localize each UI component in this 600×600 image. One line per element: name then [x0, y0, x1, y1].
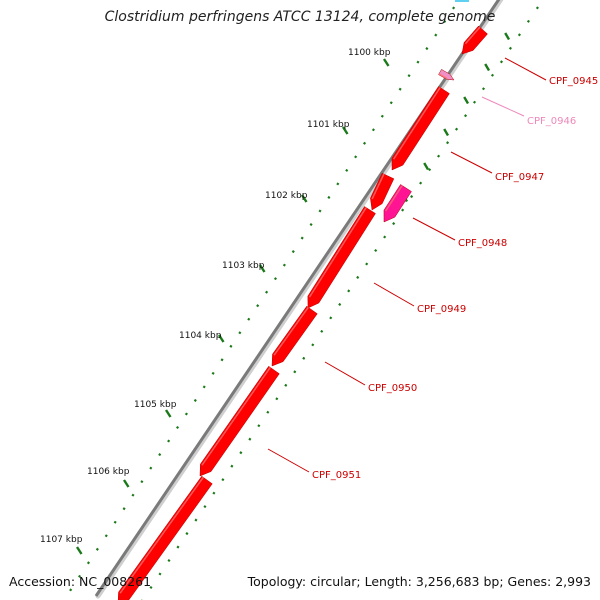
- gene-label: CPF_0946: [527, 116, 576, 127]
- gene-fragment: [455, 0, 469, 2]
- genome-summary-text: Topology: circular; Length: 3,256,683 bp…: [247, 574, 591, 589]
- gene-callout-line: [267, 448, 310, 473]
- tick-label: 1100 kbp: [348, 48, 391, 58]
- tick-mark: [217, 334, 225, 343]
- tick-mark: [341, 126, 349, 135]
- gene-callout-line: [504, 57, 547, 81]
- gene-arrow-body: [370, 172, 395, 211]
- gene-label: CPF_0949: [417, 304, 466, 315]
- gene-arrow-highlight: [308, 207, 367, 298]
- gene-arrow: [391, 86, 450, 171]
- gene-arrow-highlight: [438, 73, 448, 80]
- outer-tick-mark: [423, 162, 430, 171]
- gene-label: CPF_0945: [549, 76, 598, 87]
- tick-mark: [164, 409, 172, 418]
- tick-mark: [75, 546, 83, 555]
- gene-arrow-body: [199, 365, 280, 477]
- gene-callout-line: [324, 361, 366, 386]
- gene-arrow: [199, 365, 280, 477]
- gene-arrow: [438, 69, 455, 81]
- tick-label: 1104 kbp: [179, 331, 222, 341]
- gene-callout-line: [412, 217, 456, 241]
- gene-arrow: [307, 206, 376, 309]
- gene-arrow-highlight: [273, 306, 309, 356]
- gene-arrow-body: [391, 86, 450, 171]
- gene-arrow: [117, 475, 213, 600]
- gene-arrow-body: [117, 475, 213, 600]
- tick-label: 1107 kbp: [40, 535, 83, 545]
- gene-arrow: [383, 184, 412, 223]
- tick-mark: [122, 479, 130, 488]
- gene-arrow-body: [461, 25, 488, 55]
- outer-tick-mark: [504, 32, 511, 41]
- tick-mark: [258, 264, 266, 273]
- tick-label: 1106 kbp: [87, 467, 130, 477]
- gene-callout-line: [481, 96, 525, 117]
- gene-label: CPF_0948: [458, 238, 507, 249]
- tick-mark: [382, 58, 390, 67]
- gene-arrow-highlight: [393, 87, 441, 160]
- gene-arrow-body: [383, 184, 412, 223]
- gene-callout-line: [373, 282, 415, 307]
- gene-label: CPF_0947: [495, 172, 544, 183]
- map-title: Clostridium perfringens ATCC 13124, comp…: [104, 9, 496, 25]
- tick-ring-inner: [63, 0, 461, 600]
- tick-label: 1102 kbp: [265, 191, 308, 201]
- tick-ring-outer: [141, 0, 544, 600]
- gene-arrow: [461, 25, 488, 55]
- gene-arrow-body: [271, 305, 318, 367]
- gene-arrow: [271, 305, 318, 367]
- gene-arrow-body: [307, 206, 376, 309]
- gene-arrow-body: [438, 69, 455, 81]
- tick-mark: [300, 194, 308, 203]
- tick-label: 1101 kbp: [307, 120, 350, 130]
- gene-arrow-highlight: [464, 26, 481, 45]
- gene-arrow-highlight: [371, 173, 385, 200]
- outer-tick-mark: [484, 63, 491, 72]
- gene-callout-line: [450, 151, 493, 174]
- gene-arrow-highlight: [201, 366, 271, 466]
- outer-tick-mark: [443, 128, 450, 137]
- outer-tick-mark: [463, 96, 470, 105]
- gene-label: CPF_0951: [312, 470, 361, 481]
- gene-arrow: [370, 172, 395, 211]
- gene-arrow-highlight: [384, 185, 403, 212]
- accession-text: Accession: NC_008261: [9, 574, 152, 589]
- gene-arrow-highlight: [119, 476, 204, 594]
- gene-label: CPF_0950: [368, 383, 417, 394]
- tick-label: 1103 kbp: [222, 261, 265, 271]
- tick-label: 1105 kbp: [134, 400, 177, 410]
